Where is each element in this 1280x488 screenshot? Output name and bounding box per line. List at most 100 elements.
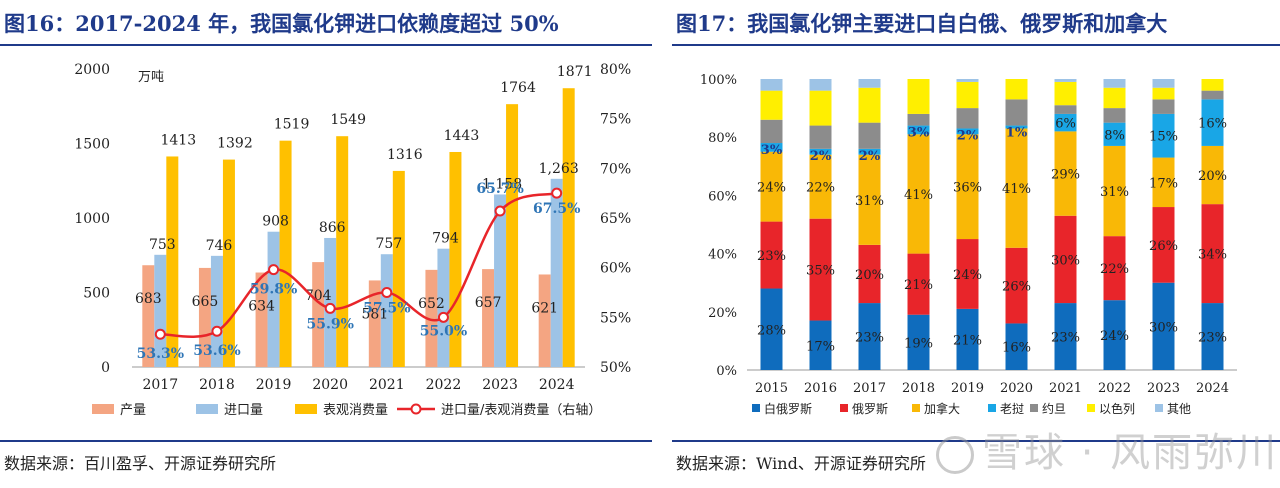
stack-segment-加拿大 (809, 154, 832, 219)
data-label-production: 621 (531, 300, 558, 316)
left-figure-title: 图16：2017-2024 年，我国氯化钾进口依赖度超过 50% (4, 11, 559, 36)
stack-segment-加拿大 (858, 154, 881, 245)
stack-segment-白俄罗斯 (956, 308, 979, 370)
data-label-consumption: 1392 (217, 136, 253, 152)
segment-label: 3% (908, 126, 930, 141)
stack-segment-加拿大 (1103, 145, 1126, 237)
bar-进口量 (494, 194, 507, 367)
x-tick-label: 2015 (755, 381, 788, 396)
data-label-production: 683 (135, 291, 162, 307)
segment-label: 22% (806, 181, 835, 196)
left-figure-panel: 图16：2017-2024 年，我国氯化钾进口依赖度超过 50% 0 500 100… (0, 11, 652, 473)
snowball-logo-icon (936, 436, 974, 474)
stack-segment-以色列 (760, 90, 783, 120)
segment-label: 34% (1198, 248, 1227, 263)
right-bottom-rule (672, 440, 1280, 442)
segment-label: 2% (810, 149, 832, 164)
segment-label: 23% (1051, 331, 1080, 346)
x-tick-label: 2017 (142, 377, 178, 393)
legend-swatch (1030, 404, 1038, 412)
stack-segment-老挝 (907, 125, 930, 135)
stack-segment-约旦 (858, 122, 881, 149)
segment-label: 41% (904, 188, 933, 203)
bar-产量 (198, 267, 211, 367)
bar-表观消费量 (222, 159, 235, 367)
stack-segment-其他 (1054, 79, 1077, 82)
y2-tick-label: 60% (600, 261, 631, 277)
ratio-point (381, 287, 393, 298)
ratio-label: 53.6% (193, 343, 240, 359)
stack-segment-约旦 (809, 125, 832, 149)
stack-segment-约旦 (1152, 99, 1175, 114)
x-tick-label: 2017 (853, 381, 886, 396)
stack-segment-以色列 (1103, 87, 1126, 109)
legend-swatch (295, 404, 317, 414)
stack-segment-加拿大 (1201, 145, 1224, 205)
legend-swatch (92, 404, 114, 414)
stack-segment-以色列 (1005, 79, 1028, 100)
segment-label: 16% (1198, 117, 1227, 132)
bar-进口量 (380, 254, 393, 367)
segment-label: 23% (757, 249, 786, 264)
stack-segment-俄罗斯 (760, 221, 783, 289)
stack-segment-白俄罗斯 (1103, 300, 1126, 370)
data-label-import: 757 (375, 236, 402, 252)
segment-label: 6% (1055, 117, 1076, 132)
unit-label: 万吨 (138, 70, 164, 85)
stack-segment-其他 (1152, 79, 1175, 88)
data-label-import: 1,158 (482, 176, 522, 192)
segment-label: 20% (855, 268, 884, 283)
stack-segment-老挝 (760, 143, 783, 152)
legend-swatch (912, 404, 920, 412)
x-tick-label: 2020 (312, 377, 348, 393)
legend-swatch (988, 404, 996, 412)
stack-segment-俄罗斯 (956, 239, 979, 309)
legend-label: 白俄罗斯 (764, 401, 812, 416)
y-tick-label: 80% (708, 131, 737, 146)
bar-表观消费量 (562, 88, 575, 367)
y2-tick-label: 55% (600, 310, 631, 326)
ratio-point (211, 325, 223, 337)
segment-label: 20% (1198, 169, 1227, 184)
legend-label: 表观消费量 (323, 403, 388, 418)
bar-产量 (538, 274, 551, 367)
segment-label: 8% (1104, 128, 1125, 143)
data-label-consumption: 1413 (160, 132, 196, 148)
legend-label: 以色列 (1099, 402, 1135, 416)
stack-segment-加拿大 (907, 134, 930, 254)
bar-产量 (482, 269, 495, 367)
bar-产量 (312, 262, 325, 367)
ratio-point (437, 311, 449, 323)
watermark-text: 雪球 · 风雨弥川 (982, 430, 1279, 476)
legend-swatch (752, 404, 760, 412)
data-label-production: 652 (418, 296, 445, 312)
left-title-rule (0, 44, 652, 46)
legend-label: 进口量 (224, 403, 263, 418)
x-tick-label: 2024 (539, 377, 575, 393)
data-label-import: 1,263 (539, 161, 579, 177)
stack-segment-加拿大 (760, 151, 783, 222)
segment-label: 2% (859, 149, 881, 164)
segment-label: 30% (1051, 253, 1080, 268)
y-tick-label: 0% (716, 364, 737, 379)
y-tick-label: 1000 (74, 211, 110, 227)
left-bottom-rule (0, 440, 652, 442)
stack-segment-白俄罗斯 (1054, 303, 1077, 370)
segment-label: 28% (757, 323, 786, 338)
stack-segment-其他 (760, 79, 783, 91)
stack-segment-老挝 (956, 128, 979, 135)
data-label-import: 908 (262, 214, 289, 230)
ratio-point (324, 302, 336, 314)
stack-segment-老挝 (1152, 113, 1175, 158)
x-tick-label: 2019 (256, 377, 292, 393)
segment-label: 1% (1006, 126, 1028, 141)
stack-segment-老挝 (1054, 113, 1077, 132)
data-label-consumption: 1519 (274, 117, 310, 133)
y-tick-label: 20% (708, 306, 737, 321)
y2-tick-label: 80% (600, 62, 631, 78)
data-label-production: 581 (361, 306, 388, 322)
y-tick-label: 1500 (74, 137, 110, 153)
y-tick-label: 40% (708, 248, 737, 263)
y2-tick-label: 65% (600, 211, 631, 227)
bar-表观消费量 (449, 151, 462, 367)
